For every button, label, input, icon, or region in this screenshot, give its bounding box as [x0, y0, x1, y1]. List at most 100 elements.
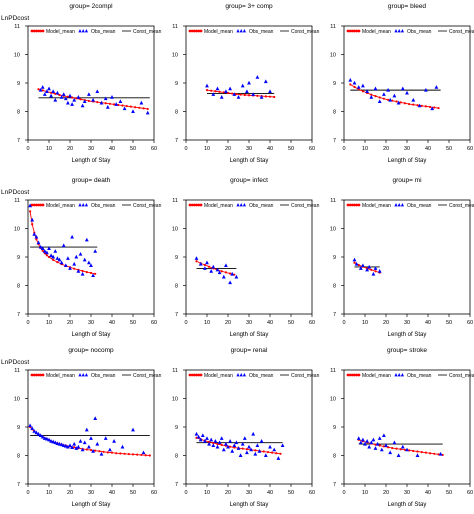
- legend-model-swatch: [197, 203, 201, 207]
- legend-obs-swatch: [242, 29, 246, 33]
- y-tick-label: 9: [175, 255, 178, 261]
- legend-model-swatch: [357, 373, 361, 377]
- obs-mean-point: [30, 426, 35, 430]
- y-tick-label: 8: [175, 110, 178, 116]
- chart-title: group= 2compl: [69, 3, 113, 10]
- legend-obs-swatch: [239, 373, 243, 377]
- obs-mean-point: [49, 439, 53, 443]
- legend-model-swatch: [190, 29, 194, 33]
- y-tick-label: 10: [172, 227, 178, 233]
- model-mean-point: [129, 105, 132, 108]
- model-mean-point: [119, 452, 122, 455]
- obs-mean-point: [240, 441, 245, 446]
- x-axis-label: Length of Stay: [230, 502, 269, 508]
- obs-mean-point: [228, 439, 232, 443]
- x-tick-label: 50: [130, 320, 136, 326]
- y-tick-label: 10: [14, 227, 20, 233]
- obs-mean-point: [93, 249, 98, 253]
- obs-mean-point: [255, 75, 260, 79]
- obs-mean-point: [242, 436, 247, 440]
- legend-model-swatch: [199, 373, 203, 377]
- model-mean-point: [142, 107, 145, 110]
- legend-model-swatch: [39, 29, 43, 33]
- obs-mean-point: [354, 261, 359, 266]
- legend-label: Model_mean: [204, 29, 233, 35]
- model-mean-point: [382, 97, 385, 100]
- model-mean-point: [127, 452, 130, 456]
- legend-label: Model_mean: [46, 203, 75, 209]
- model-mean-point: [408, 102, 411, 106]
- obs-mean-point: [38, 433, 43, 438]
- obs-mean-point: [363, 441, 367, 446]
- x-tick-label: 20: [225, 146, 231, 152]
- obs-mean-point: [377, 436, 382, 440]
- model-mean-point: [136, 453, 139, 456]
- x-axis-label: Length of Stay: [72, 502, 111, 508]
- obs-mean-point: [224, 263, 228, 268]
- x-axis-label: Length of Stay: [230, 332, 269, 338]
- plot-frame: [27, 25, 155, 141]
- legend-obs-swatch: [400, 29, 404, 33]
- obs-mean-point: [196, 434, 201, 439]
- model-mean-point: [370, 93, 373, 96]
- obs-mean-point: [247, 444, 251, 449]
- obs-mean-point: [392, 93, 397, 98]
- obs-mean-point: [145, 110, 150, 115]
- model-mean-point: [41, 249, 44, 252]
- model-mean-point: [361, 90, 364, 93]
- obs-mean-point: [57, 441, 62, 446]
- obs-mean-point: [76, 95, 81, 99]
- chart-panel: group= 3+ comp 7 8 9 10 11 0 10 20 30 40 50 60 Length…: [172, 3, 320, 164]
- x-tick-label: 0: [342, 146, 345, 152]
- chart-panel: group= mi 7 8 9 10 11 0 10 20 30 40 50 60 Length of S…: [330, 177, 474, 338]
- obs-mean-point: [373, 86, 378, 91]
- x-tick-label: 10: [204, 490, 210, 496]
- obs-mean-point: [219, 95, 224, 99]
- obs-mean-point: [417, 103, 422, 108]
- obs-mean-point: [40, 246, 45, 250]
- model-mean-point: [266, 450, 269, 454]
- obs-mean-point: [361, 83, 365, 88]
- legend-model-swatch: [35, 29, 38, 33]
- obs-mean-point: [205, 83, 209, 88]
- obs-mean-point: [51, 89, 56, 94]
- y-tick-label: 8: [17, 284, 20, 290]
- y-tick-label: 8: [175, 454, 178, 460]
- obs-mean-point: [211, 443, 216, 448]
- obs-mean-point: [70, 234, 74, 239]
- y-tick-label: 7: [333, 482, 336, 488]
- plot-frame: [27, 369, 155, 485]
- legend-obs-swatch: [394, 373, 398, 377]
- chart-panel: group= stroke 7 8 9 10 11 0 10 20 30 40 50 60 Length …: [330, 347, 474, 508]
- model-mean-point: [73, 446, 76, 449]
- legend-model-swatch: [41, 373, 45, 377]
- model-mean-point: [245, 448, 248, 451]
- obs-mean-point: [352, 257, 357, 262]
- legend-obs-swatch: [239, 203, 243, 207]
- model-mean-point: [29, 210, 32, 213]
- legend-model-swatch: [351, 373, 354, 377]
- legend-obs-swatch: [397, 373, 401, 377]
- obs-mean-point: [430, 106, 435, 111]
- obs-mean-point: [268, 89, 272, 94]
- model-mean-point: [108, 102, 111, 105]
- x-tick-label: 30: [88, 320, 94, 326]
- obs-mean-point: [400, 86, 405, 91]
- legend-label: Obs_mean: [249, 29, 274, 35]
- y-tick-label: 9: [17, 81, 20, 87]
- obs-mean-point: [49, 93, 53, 98]
- legend-model-swatch: [39, 203, 43, 207]
- obs-mean-point: [91, 449, 95, 453]
- obs-mean-point: [245, 89, 249, 94]
- legend-model-swatch: [197, 29, 201, 33]
- chart-title: group= nocomp: [68, 347, 114, 354]
- model-mean-point: [140, 453, 143, 457]
- obs-mean-point: [61, 92, 66, 96]
- obs-mean-point: [36, 240, 41, 245]
- obs-mean-point: [87, 260, 91, 265]
- y-tick-label: 7: [333, 138, 336, 144]
- x-tick-label: 0: [184, 320, 187, 326]
- legend-label: Obs_mean: [249, 373, 274, 379]
- obs-mean-point: [268, 444, 272, 449]
- obs-mean-point: [89, 263, 93, 268]
